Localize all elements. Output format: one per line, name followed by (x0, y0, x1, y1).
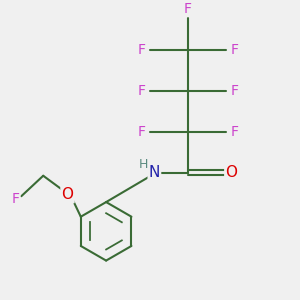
Text: N: N (149, 165, 160, 180)
Text: O: O (225, 165, 237, 180)
Text: O: O (61, 187, 74, 202)
Text: F: F (231, 125, 239, 139)
Text: F: F (137, 43, 145, 57)
Text: F: F (184, 2, 192, 16)
Text: F: F (137, 125, 145, 139)
Text: F: F (231, 84, 239, 98)
Text: F: F (231, 43, 239, 57)
Text: F: F (11, 192, 20, 206)
Text: F: F (137, 84, 145, 98)
Text: H: H (139, 158, 148, 171)
